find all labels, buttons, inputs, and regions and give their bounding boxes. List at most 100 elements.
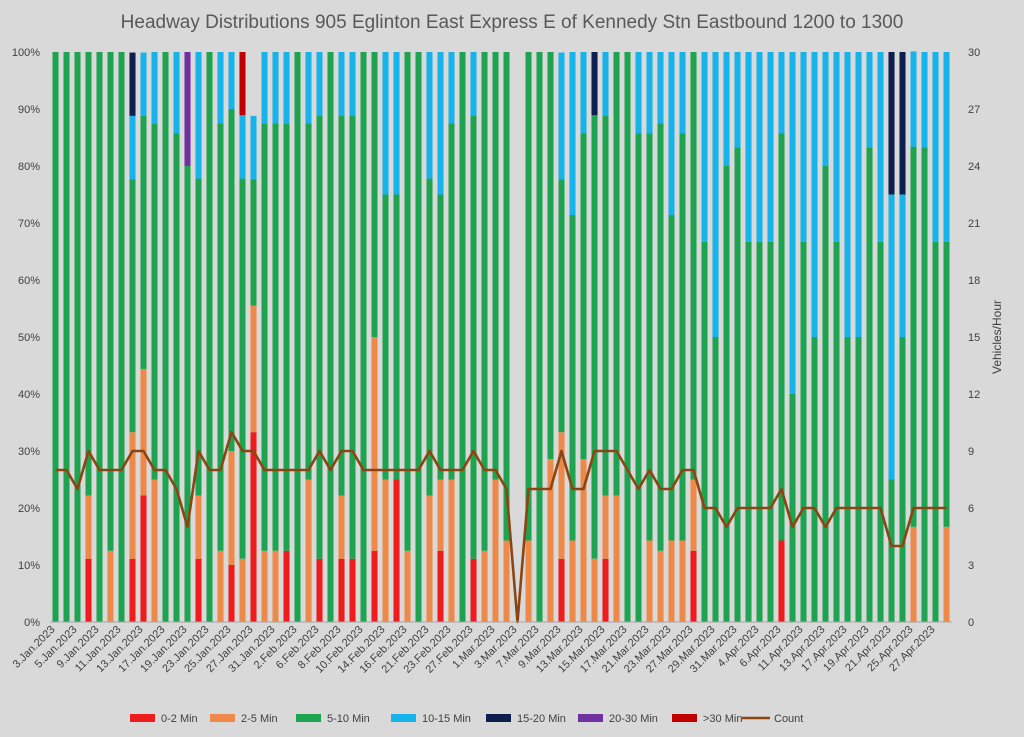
- bar-5-10-min-43: [525, 52, 532, 541]
- bar-2-5-min-39: [481, 550, 488, 622]
- bar-5-10-min-25: [327, 52, 334, 622]
- left-y-axis: 0% 10% 20% 30% 40% 50% 60% 70% 80% 90% 100%: [12, 47, 40, 629]
- bar-10-15-min-77: [899, 194, 906, 337]
- right-tick-label: 12: [968, 389, 980, 401]
- bar-0-2-min-29: [371, 550, 378, 622]
- left-tick-label: 100%: [12, 47, 40, 59]
- bar-10-15-min-81: [943, 52, 950, 242]
- right-y-axis: 0 3 6 9 12 15 18 21 24 27 30: [968, 47, 980, 629]
- left-tick-label: 80%: [18, 161, 40, 173]
- bar-10-15-min-78: [910, 51, 917, 147]
- bar-2-5-min-3: [85, 495, 92, 559]
- bar-5-10-min-73: [855, 337, 862, 622]
- bar-0-2-min-27: [349, 558, 356, 622]
- bar-10-15-min-16: [228, 52, 235, 109]
- bar-10-15-min-67: [789, 52, 796, 394]
- legend-label-2-5-min: 2-5 Min: [241, 713, 278, 725]
- bar-2-5-min-29: [371, 337, 378, 551]
- right-tick-label: 30: [968, 47, 980, 59]
- bar-2-5-min-56: [668, 540, 675, 622]
- bar-5-10-min-20: [272, 123, 279, 551]
- legend-swatch-10-15-min: [391, 714, 416, 722]
- bar-10-15-min-48: [580, 52, 587, 134]
- bar-5-10-min-38: [470, 115, 477, 559]
- bar-2-5-min-32: [404, 550, 411, 622]
- bar-5-10-min-31: [393, 194, 400, 480]
- bar-10-15-min-9: [151, 52, 158, 124]
- left-tick-label: 50%: [18, 332, 40, 344]
- right-tick-label: 21: [968, 218, 980, 230]
- bar-0-2-min-8: [140, 495, 147, 622]
- bar-10-15-min-76: [888, 194, 895, 480]
- bar-5-10-min-10: [162, 52, 169, 622]
- bar-5-10-min-29: [371, 52, 378, 337]
- bar-2-5-min-51: [613, 495, 620, 622]
- bar-10-15-min-62: [734, 52, 741, 148]
- bar-10-15-min-36: [448, 52, 455, 124]
- bar-5-10-min-30: [382, 194, 389, 480]
- bar-10-15-min-65: [767, 52, 774, 242]
- legend-label-count: Count: [774, 713, 803, 725]
- bar-5-10-min-64: [756, 241, 763, 622]
- bar-10-15-min-27: [349, 52, 356, 116]
- bar-0-2-min-3: [85, 558, 92, 622]
- plot-area: [50, 51, 952, 624]
- bar-5-10-min-19: [261, 123, 268, 551]
- left-tick-label: 70%: [18, 218, 40, 230]
- bar-0-2-min-50: [602, 558, 609, 622]
- bar-5-10-min-34: [426, 178, 433, 496]
- bar-10-15-min-53: [635, 52, 642, 134]
- right-tick-label: 0: [968, 617, 974, 629]
- bar-2-5-min-58: [690, 479, 697, 551]
- bar-2-5-min-16: [228, 451, 235, 565]
- bar-5-10-min-55: [657, 123, 664, 551]
- bar-5-10-min-72: [844, 337, 851, 622]
- bar-2-5-min-50: [602, 495, 609, 559]
- legend: 0-2 Min 2-5 Min 5-10 Min 10-15 Min 15-20 Min…: [130, 713, 803, 725]
- legend-label-10-15-min: 10-15 Min: [422, 713, 471, 725]
- bar-5-10-min-5: [107, 52, 114, 551]
- bar-5-10-min-21: [283, 123, 290, 551]
- bar-2-5-min-15: [217, 550, 224, 622]
- left-tick-label: 10%: [18, 560, 40, 572]
- bar-5-10-min-81: [943, 241, 950, 527]
- bar-15-20-min-76: [888, 52, 895, 195]
- left-tick-label: 30%: [18, 446, 40, 458]
- bar-5-10-min-44: [536, 52, 543, 622]
- bar-2-5-min-20: [272, 550, 279, 622]
- bar-5-10-min-32: [404, 52, 411, 551]
- bar-5-10-min-68: [800, 241, 807, 622]
- bar-5-10-min-40: [492, 52, 499, 480]
- bar-20-30-min-12: [184, 52, 191, 166]
- bar-10-15-min-55: [657, 52, 664, 124]
- bar-5-10-min-13: [195, 178, 202, 496]
- bar-2-5-min-30: [382, 479, 389, 622]
- bar-5-10-min-8: [140, 115, 147, 369]
- bar-5-10-min-50: [602, 115, 609, 496]
- bar-2-5-min-54: [646, 540, 653, 622]
- bar-10-15-min-21: [283, 52, 290, 124]
- bar-10-15-min-20: [272, 52, 279, 124]
- bar-10-15-min-15: [217, 52, 224, 124]
- bar-2-5-min-35: [437, 479, 444, 551]
- bar-2-5-min-46: [558, 432, 565, 559]
- bar-10-15-min-17: [239, 115, 246, 179]
- bar-5-10-min-60: [712, 337, 719, 622]
- bar-5-10-min-17: [239, 178, 246, 559]
- bar-15-20-min-7: [129, 52, 136, 116]
- bar-5-10-min-80: [932, 241, 939, 622]
- bar-10-15-min-80: [932, 52, 939, 242]
- bar-2-5-min-5: [107, 550, 114, 622]
- bar-2-5-min-55: [657, 550, 664, 622]
- bar-2-5-min-81: [943, 526, 950, 622]
- bar-5-10-min-70: [822, 166, 829, 622]
- bar-2-5-min-7: [129, 432, 136, 559]
- bar-5-10-min-3: [85, 52, 92, 496]
- bar-10-15-min-73: [855, 52, 862, 337]
- bar-5-10-min-15: [217, 123, 224, 551]
- legend-label-0-2-min: 0-2 Min: [161, 713, 198, 725]
- bar-5-10-min-58: [690, 52, 697, 480]
- bar-10-15-min-69: [811, 52, 818, 337]
- bar-5-10-min-51: [613, 52, 620, 496]
